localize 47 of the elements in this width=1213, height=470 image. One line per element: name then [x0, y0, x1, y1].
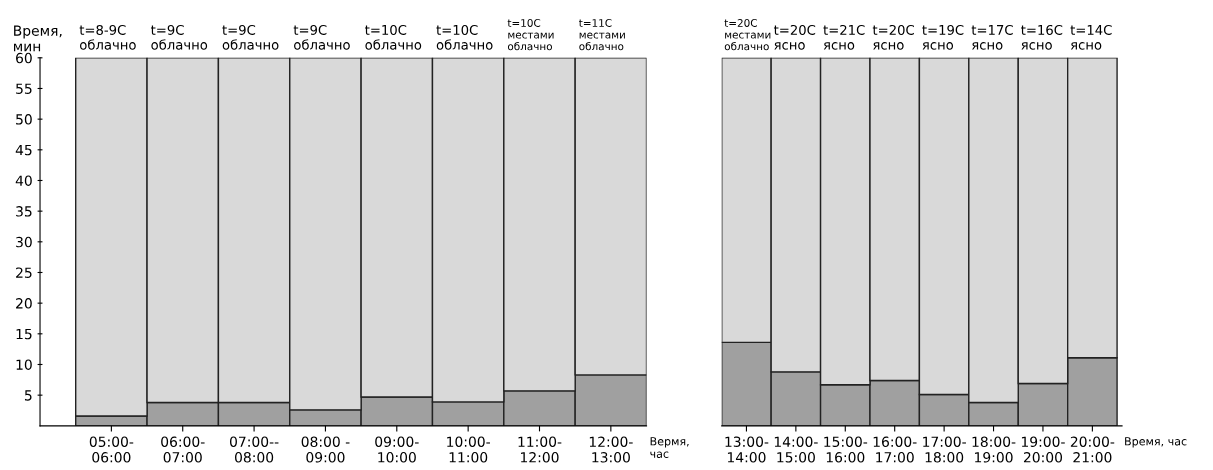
- annotation: t=20C местами облачно: [724, 19, 771, 51]
- x-tick-label: 14:00- 15:00: [774, 436, 818, 463]
- x-tick-label: 16:00- 17:00: [873, 436, 917, 463]
- x-tick-label: 11:00- 12:00: [518, 436, 562, 463]
- x-tick-label: 08:00 - 09:00: [301, 436, 350, 463]
- annotation: t=10C облачно: [436, 24, 493, 50]
- x-tick-label: 13:00- 14:00: [725, 436, 769, 463]
- annotation: t=14C ясно: [1070, 24, 1112, 50]
- x-tick-label: 20:00- 21:00: [1070, 436, 1115, 463]
- x-tick-label: 18:00- 19:00: [972, 436, 1016, 463]
- annotation: t=9C облачно: [150, 24, 208, 50]
- x-tick-label: 09:00- 10:00: [375, 436, 419, 463]
- annotation: t=9C облачно: [222, 24, 279, 50]
- x-tick-label: 15:00- 16:00: [824, 436, 868, 463]
- annotation: t=10C местами облачно: [507, 19, 554, 51]
- y-axis-title: Время, мин: [14, 25, 62, 52]
- annotation: t=9C облачно: [293, 24, 350, 50]
- x-tick-label: 17:00- 18:00: [923, 436, 966, 463]
- annotation: t=20C ясно: [872, 24, 914, 50]
- y-tick-label: 20: [16, 298, 32, 309]
- annotation: t=21C ясно: [823, 24, 865, 50]
- x-axis-title: Время, час: [1125, 437, 1187, 448]
- x-tick-label: 07:00-- 08:00: [229, 436, 279, 463]
- y-tick-label: 30: [16, 236, 32, 248]
- x-tick-label: 12:00- 13:00: [589, 436, 633, 463]
- annotation: t=20C ясно: [773, 24, 816, 50]
- y-tick-label: 5: [24, 390, 32, 401]
- y-tick-label: 15: [16, 328, 32, 340]
- x-tick-label: 19:00- 20:00: [1021, 436, 1065, 463]
- annotation: t=10C облачно: [365, 24, 422, 50]
- y-tick-label: 40: [15, 175, 32, 186]
- x-tick-label: 05:00- 06:00: [89, 436, 134, 463]
- x-axis-title: Вермя, час: [650, 437, 689, 458]
- y-tick-label: 45: [15, 144, 32, 156]
- y-tick-label: 10: [16, 359, 32, 370]
- y-tick-label: 55: [16, 83, 32, 94]
- y-tick-label: 35: [16, 206, 32, 217]
- y-tick-label: 50: [16, 114, 32, 125]
- annotation: t=8-9C облачно: [79, 24, 136, 50]
- x-tick-label: 06:00- 07:00: [161, 436, 205, 463]
- annotation: t=16C ясно: [1021, 24, 1063, 50]
- x-tick-label: 10:00- 11:00: [447, 436, 490, 463]
- annotation: t=11C местами облачно: [579, 19, 625, 51]
- annotation: t=19C ясно: [922, 24, 964, 50]
- y-tick-label: 25: [16, 267, 32, 278]
- annotation: t=17C ясно: [971, 24, 1013, 50]
- y-tick-label: 60: [16, 52, 32, 64]
